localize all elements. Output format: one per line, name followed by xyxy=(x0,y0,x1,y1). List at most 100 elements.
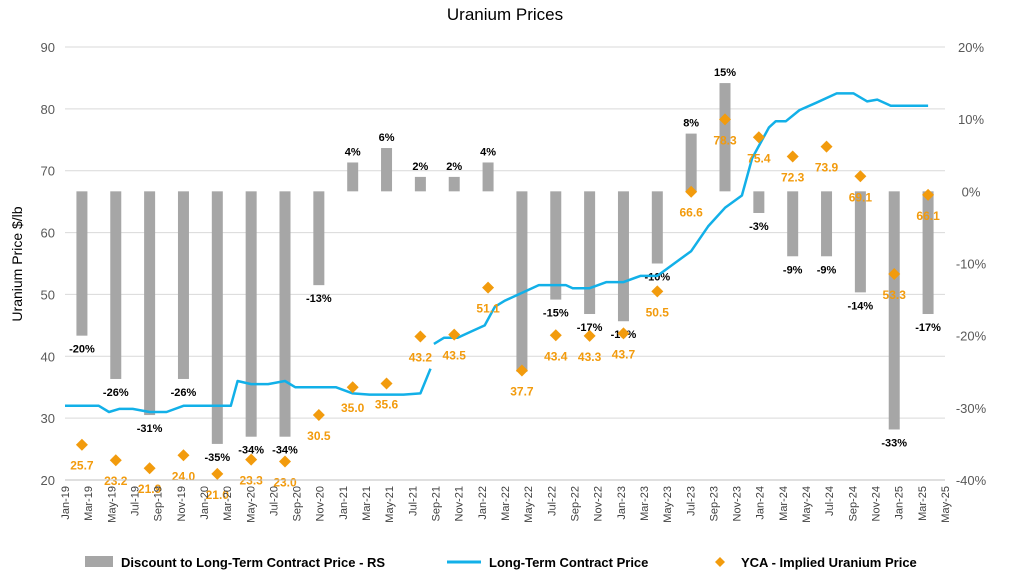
discount-label: -14% xyxy=(848,300,874,312)
x-tick-label: Jul-20 xyxy=(268,486,280,516)
discount-bar xyxy=(787,191,799,257)
implied-price-marker xyxy=(211,467,224,480)
discount-bars: -20% -26% -31% -26% -35% -34% -34% -13% 4% 6% 2% 2%… xyxy=(69,67,941,464)
y-tick-label: 20 xyxy=(41,473,55,488)
y-tick-label: 30 xyxy=(41,411,55,426)
discount-label: -34% xyxy=(238,445,264,457)
implied-price-marker xyxy=(279,455,291,468)
discount-label: -33% xyxy=(881,437,907,449)
implied-price-marker xyxy=(685,185,698,198)
implied-price-marker xyxy=(854,170,867,183)
discount-label: 15% xyxy=(714,67,736,79)
implied-price-marker xyxy=(820,140,833,153)
y-tick-label: 70 xyxy=(41,164,55,179)
x-tick-label: Mar-24 xyxy=(778,486,790,521)
x-tick-label: Jul-19 xyxy=(129,486,141,516)
discount-bar xyxy=(414,176,426,192)
contract-price-segment xyxy=(65,368,432,414)
x-tick-label: Mar-22 xyxy=(500,486,512,521)
discount-label: -26% xyxy=(171,387,197,399)
x-tick-label: Sep-19 xyxy=(153,486,165,521)
implied-price-label: 66.6 xyxy=(679,206,703,220)
discount-label: -10% xyxy=(644,272,670,284)
implied-price-marker xyxy=(346,381,359,394)
x-tick-label: Nov-19 xyxy=(176,486,188,521)
y2-tick-label: 10% xyxy=(958,112,984,127)
implied-price-marker xyxy=(922,188,935,201)
chart-title: Uranium Prices xyxy=(447,5,563,24)
x-tick-label: Sep-20 xyxy=(292,486,304,521)
implied-price-label: 35.0 xyxy=(341,401,365,415)
implied-price-label: 23.0 xyxy=(273,475,297,489)
discount-label: -17% xyxy=(915,322,941,334)
implied-price-label: 24.0 xyxy=(172,469,196,483)
discount-label: -9% xyxy=(817,264,837,276)
discount-bar xyxy=(685,133,697,192)
x-tick-label: Nov-22 xyxy=(593,486,605,521)
y-axis-title: Uranium Price $/lb xyxy=(9,206,25,321)
legend-line-label: Long-Term Contract Price xyxy=(489,555,648,570)
discount-bar xyxy=(584,191,596,315)
x-tick-label: Nov-20 xyxy=(315,486,327,521)
discount-label: 4% xyxy=(480,146,496,158)
y2-tick-label: -20% xyxy=(956,329,987,344)
implied-price-marker xyxy=(651,285,664,298)
gridlines xyxy=(65,46,945,481)
y2-tick-label: 20% xyxy=(958,40,984,55)
discount-bar xyxy=(381,148,393,192)
implied-price-marker xyxy=(380,377,393,390)
implied-price-label: 73.9 xyxy=(815,161,839,175)
x-tick-label: Mar-25 xyxy=(917,486,929,521)
implied-price-marker xyxy=(617,327,630,340)
implied-price-label: 43.3 xyxy=(578,350,602,364)
discount-label: -31% xyxy=(137,423,163,435)
implied-price-label: 50.5 xyxy=(646,305,670,319)
x-tick-label: Nov-24 xyxy=(871,486,883,521)
discount-label: 2% xyxy=(446,161,462,173)
y2-tick-label: 0% xyxy=(962,184,981,199)
implied-price-label: 35.6 xyxy=(375,398,399,412)
implied-price-label: 43.5 xyxy=(443,349,467,363)
x-tick-label: May-21 xyxy=(384,486,396,523)
x-tick-label: Jul-21 xyxy=(407,486,419,516)
axes: 20 30 40 50 60 70 80 90 20% 10% 0% -10% -20% -30% -40%… xyxy=(41,40,987,523)
x-tick-label: Jul-22 xyxy=(546,486,558,516)
discount-bar xyxy=(550,191,562,300)
implied-price-marker xyxy=(786,150,799,163)
implied-price-label: 23.3 xyxy=(239,474,263,488)
implied-price-label: 25.7 xyxy=(70,459,94,473)
implied-price-label: 43.2 xyxy=(409,350,433,364)
x-tick-label: May-24 xyxy=(801,486,813,523)
x-tick-label: Sep-23 xyxy=(708,486,720,521)
discount-bar xyxy=(753,191,765,213)
implied-price-label: 43.4 xyxy=(544,349,568,363)
x-tick-label: Jan-22 xyxy=(477,486,489,520)
implied-price-marker xyxy=(75,438,88,451)
discount-label: -20% xyxy=(69,344,95,356)
discount-bar xyxy=(651,191,663,264)
discount-bar xyxy=(922,191,934,315)
x-tick-label: May-25 xyxy=(940,486,952,523)
implied-price-label: 43.7 xyxy=(612,347,636,361)
implied-price-marker xyxy=(109,454,122,467)
implied-price-marker xyxy=(549,329,562,342)
discount-label: 2% xyxy=(412,161,428,173)
discount-bar xyxy=(448,176,460,192)
implied-price-marker xyxy=(482,281,495,294)
discount-bar xyxy=(617,191,629,322)
implied-price-points: 25.7 23.2 21.9 24.0 21.0 23.3 23.0 30.5 35.0 35.6… xyxy=(70,113,940,502)
discount-label: -15% xyxy=(543,308,569,320)
legend-marker-label: YCA - Implied Uranium Price xyxy=(741,555,917,570)
legend-marker-swatch xyxy=(715,557,725,567)
implied-price-marker xyxy=(888,268,901,281)
legend-bar-label: Discount to Long-Term Contract Price - R… xyxy=(121,555,385,570)
discount-bar xyxy=(821,191,833,257)
discount-bar xyxy=(888,191,900,430)
discount-bar xyxy=(313,191,325,286)
discount-bar xyxy=(482,162,494,192)
implied-price-marker xyxy=(583,329,596,342)
discount-label: -13% xyxy=(306,293,332,305)
y-tick-label: 80 xyxy=(41,102,55,117)
discount-bar xyxy=(245,191,257,437)
implied-price-marker xyxy=(177,449,190,462)
